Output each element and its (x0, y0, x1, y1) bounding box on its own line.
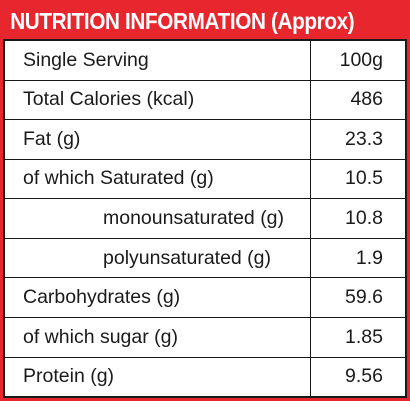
table-row: polyunsaturated (g) 1.9 (5, 238, 405, 279)
row-label: monounsaturated (g) (5, 199, 311, 238)
row-value: 1.85 (345, 325, 383, 348)
row-label: Fat (g) (5, 120, 311, 159)
row-value: 9.56 (345, 365, 383, 388)
row-value: 100g (339, 48, 383, 71)
row-label: polyunsaturated (g) (5, 238, 311, 278)
panel-title: NUTRITION INFORMATION (Approx) (10, 8, 355, 34)
row-value: 1.9 (355, 246, 383, 269)
row-label: Carbohydrates (g) (5, 278, 311, 317)
row-value: 10.8 (345, 207, 383, 230)
row-value: 10.5 (345, 167, 383, 190)
row-value: 59.6 (345, 286, 383, 309)
row-value: 486 (350, 88, 383, 111)
table-row: Fat (g) 23.3 (5, 120, 405, 160)
row-label: Single Serving (5, 41, 311, 80)
table-row: of which sugar (g) 1.85 (5, 317, 405, 358)
row-label: Protein (g) (5, 357, 311, 397)
table-row: of which Saturated (g) 10.5 (5, 159, 405, 200)
table-row: Total Calories (kcal) 486 (5, 80, 405, 121)
row-label: of which sugar (g) (5, 317, 311, 357)
table-row: Carbohydrates (g) 59.6 (5, 278, 405, 318)
nutrition-table: Single Serving 100g Total Calories (kcal… (3, 39, 407, 398)
row-label: of which Saturated (g) (5, 159, 311, 199)
row-value: 23.3 (345, 127, 383, 150)
table-row: monounsaturated (g) 10.8 (5, 199, 405, 239)
table-row: Protein (g) 9.56 (5, 357, 405, 397)
table-row: Single Serving 100g (5, 41, 405, 81)
row-label: Total Calories (kcal) (5, 80, 311, 120)
